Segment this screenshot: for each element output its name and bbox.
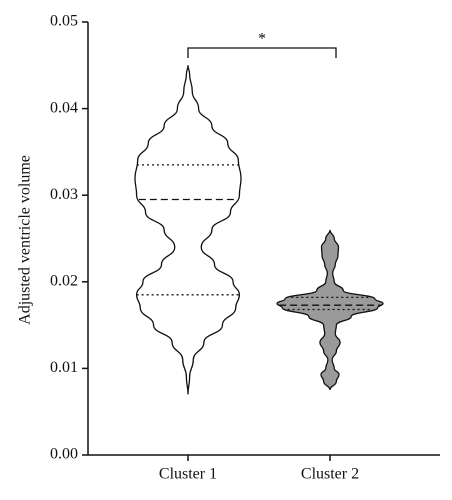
y-tick-label: 0.00	[50, 446, 78, 463]
x-tick-label: Cluster 2	[301, 466, 359, 483]
y-tick-label: 0.02	[50, 272, 78, 289]
x-tick-label: Cluster 1	[159, 466, 217, 483]
y-axis-label: Adjusted ventricle volume	[17, 155, 34, 325]
significance-label: *	[258, 31, 266, 48]
y-tick-label: 0.01	[50, 359, 78, 376]
y-tick-label: 0.05	[50, 13, 78, 30]
significance-bracket	[187, 47, 337, 58]
violin	[134, 64, 242, 395]
y-tick-label: 0.03	[50, 186, 78, 203]
y-tick-label: 0.04	[50, 99, 78, 116]
violin	[276, 229, 384, 391]
